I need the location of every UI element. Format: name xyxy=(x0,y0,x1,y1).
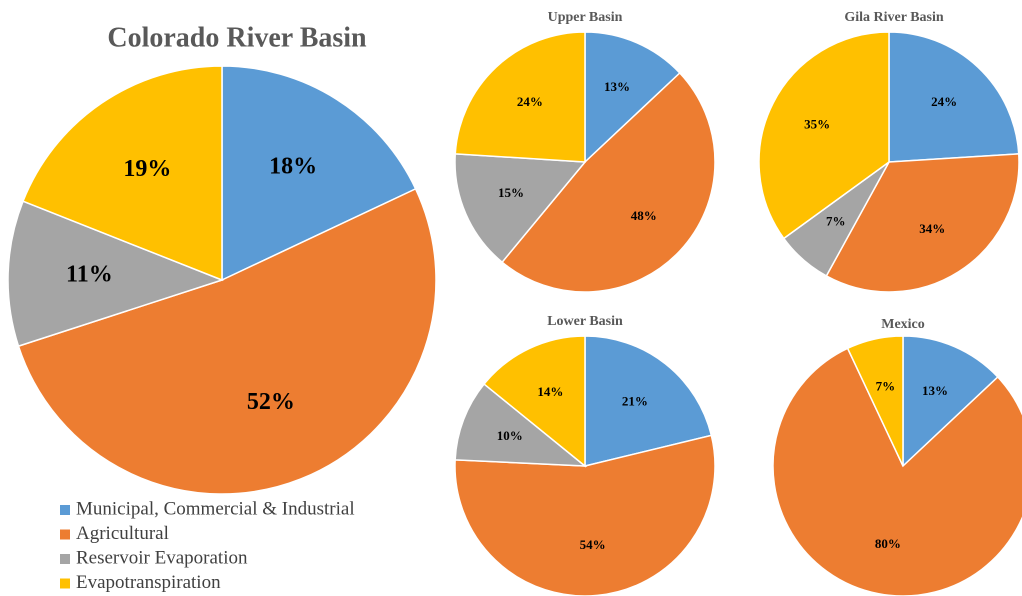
legend-label: Municipal, Commercial & Industrial xyxy=(76,498,355,519)
pie-slice xyxy=(22,65,223,282)
pie-slice xyxy=(483,335,586,468)
data-label: 19% xyxy=(123,156,171,182)
legend-label: Evapotranspiration xyxy=(76,572,221,593)
legend-swatch xyxy=(60,554,70,564)
data-label: 24% xyxy=(931,94,957,109)
data-label: 34% xyxy=(919,221,945,236)
chart-title: Upper Basin xyxy=(548,10,623,25)
data-label: 35% xyxy=(804,116,830,131)
pie-slice xyxy=(17,187,437,495)
legend-swatch xyxy=(60,529,70,540)
pie-slice xyxy=(584,335,713,467)
pie-slice xyxy=(584,31,681,164)
data-label: 18% xyxy=(269,153,317,179)
data-label: 11% xyxy=(66,261,113,287)
data-label: 10% xyxy=(497,428,523,443)
pie-slice xyxy=(846,335,904,467)
pie-slice xyxy=(772,347,1022,596)
data-label: 80% xyxy=(875,536,901,551)
pie-slice xyxy=(758,31,890,240)
data-label: 13% xyxy=(922,383,948,398)
pie-slice xyxy=(7,200,225,348)
pie-slice xyxy=(454,31,586,163)
pie-slice xyxy=(454,434,716,596)
pie-slice xyxy=(454,153,587,264)
data-label: 13% xyxy=(604,79,630,94)
pie-slice xyxy=(454,382,588,467)
data-label: 21% xyxy=(622,394,648,409)
chart-title: Lower Basin xyxy=(547,314,623,329)
data-label: 7% xyxy=(826,213,846,228)
data-label: 14% xyxy=(537,384,563,399)
pie-slice xyxy=(902,335,999,468)
legend-label: Reservoir Evaporation xyxy=(76,547,248,568)
pie-slice xyxy=(888,31,1020,163)
legend-swatch xyxy=(60,505,70,515)
chart-title: Mexico xyxy=(881,317,925,332)
data-label: 52% xyxy=(247,389,295,415)
legend-swatch xyxy=(60,578,70,589)
data-label: 24% xyxy=(517,94,543,109)
data-label: 54% xyxy=(580,537,606,552)
legend-label: Agricultural xyxy=(76,523,169,544)
data-label: 48% xyxy=(631,208,657,223)
data-label: 7% xyxy=(876,378,896,393)
chart-title: Gila River Basin xyxy=(844,10,944,25)
pie-slice xyxy=(501,71,716,293)
pie-slice xyxy=(221,65,417,282)
chart-title: Colorado River Basin xyxy=(107,22,367,53)
data-label: 15% xyxy=(498,185,524,200)
